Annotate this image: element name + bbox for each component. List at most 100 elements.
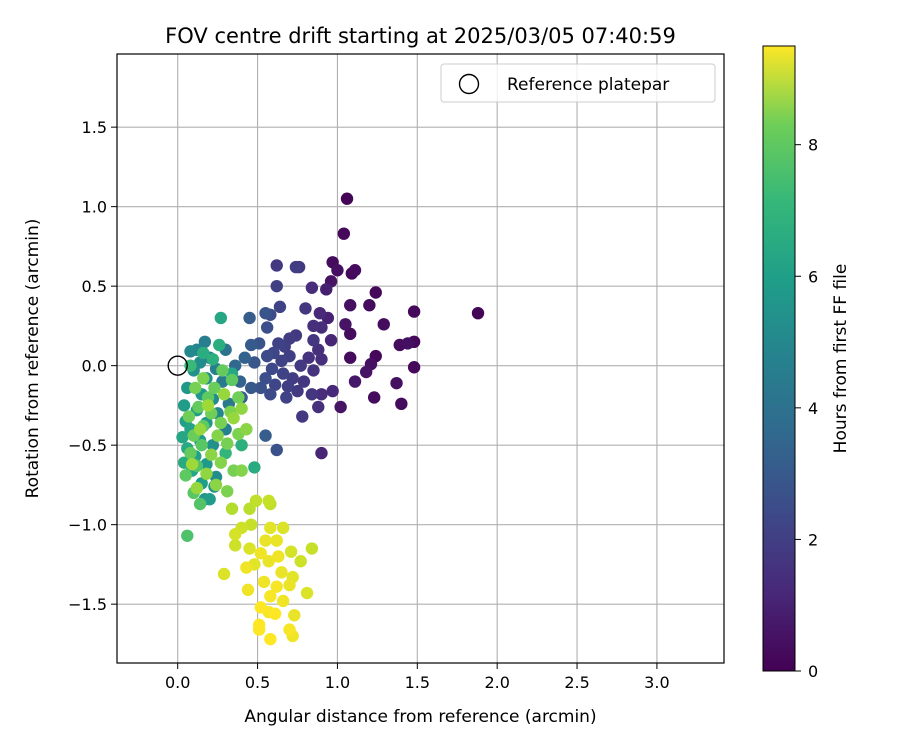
data-point xyxy=(334,400,347,414)
colorbar-tick-label: 2 xyxy=(808,530,818,549)
data-point xyxy=(248,356,261,369)
x-tick-label: 2.5 xyxy=(564,673,589,692)
data-point xyxy=(211,429,224,442)
data-point xyxy=(216,364,229,377)
data-point xyxy=(291,384,304,398)
data-point xyxy=(407,361,421,374)
data-point xyxy=(367,391,381,404)
data-point xyxy=(254,601,267,614)
y-tick-label: −1.5 xyxy=(68,595,107,614)
data-point xyxy=(273,300,287,314)
data-point xyxy=(259,372,272,385)
data-point xyxy=(257,575,271,589)
data-point xyxy=(302,351,315,364)
data-point xyxy=(252,623,266,636)
data-point xyxy=(264,521,277,535)
legend-marker-circle xyxy=(458,73,480,95)
data-point xyxy=(275,354,288,368)
data-point xyxy=(200,467,213,480)
data-point xyxy=(471,306,485,320)
data-point xyxy=(284,545,298,558)
legend-entry-reference-platepar: Reference platepar xyxy=(507,75,669,95)
data-point xyxy=(203,493,216,506)
data-point xyxy=(190,481,204,495)
data-point xyxy=(359,365,373,379)
data-point xyxy=(300,586,314,600)
data-point xyxy=(270,279,283,293)
data-point xyxy=(192,400,205,414)
colorbar-tick-label: 0 xyxy=(808,662,818,681)
data-point xyxy=(193,423,207,436)
data-point xyxy=(238,351,251,364)
data-point xyxy=(217,388,231,401)
x-axis-label: Angular distance from reference (arcmin) xyxy=(244,707,596,727)
x-tick-label: 1.0 xyxy=(325,673,350,692)
data-point xyxy=(348,375,362,388)
data-point xyxy=(294,359,307,372)
data-point xyxy=(189,381,202,395)
data-point xyxy=(235,464,248,477)
data-point xyxy=(221,437,234,450)
data-point xyxy=(305,388,319,401)
data-point xyxy=(201,399,215,412)
data-point xyxy=(213,338,226,352)
data-point xyxy=(296,410,309,423)
data-point xyxy=(320,283,333,296)
data-point xyxy=(280,391,293,404)
y-tick-label: −1.0 xyxy=(68,516,107,535)
data-point xyxy=(244,381,258,395)
data-point xyxy=(407,305,421,318)
data-point xyxy=(182,410,196,423)
y-tick-label: 0.0 xyxy=(82,357,107,376)
y-axis-label: Rotation from reference (arcmin) xyxy=(23,219,43,499)
data-point xyxy=(315,353,328,366)
data-point xyxy=(305,281,319,294)
data-point xyxy=(197,372,210,385)
x-axis-ticks: 0.0 0.5 1.0 1.5 2.0 2.5 3.0 xyxy=(165,663,670,692)
data-point xyxy=(227,411,240,425)
data-point xyxy=(254,381,267,395)
data-point xyxy=(297,375,311,388)
data-point xyxy=(206,353,220,366)
data-point xyxy=(214,311,228,325)
data-point xyxy=(235,438,248,452)
data-point xyxy=(262,555,275,568)
data-point xyxy=(214,456,228,469)
data-point xyxy=(193,497,207,511)
data-point xyxy=(229,528,242,541)
data-point xyxy=(240,561,253,574)
data-point xyxy=(390,376,403,390)
data-point xyxy=(348,264,362,277)
data-point xyxy=(313,306,327,320)
data-point xyxy=(270,259,283,272)
data-point xyxy=(244,518,258,531)
colorbar-tick-label: 4 xyxy=(808,399,818,418)
data-point xyxy=(205,448,218,461)
x-tick-label: 0.0 xyxy=(165,673,190,692)
data-point xyxy=(225,373,239,387)
y-tick-label: −0.5 xyxy=(68,436,107,455)
data-point xyxy=(259,534,272,547)
data-point xyxy=(235,402,248,415)
data-point xyxy=(214,416,228,430)
data-point xyxy=(270,580,283,593)
colorbar xyxy=(762,45,796,672)
data-point xyxy=(197,346,210,360)
data-point xyxy=(307,364,320,377)
data-point xyxy=(243,311,256,325)
data-point xyxy=(184,446,197,460)
data-point xyxy=(240,423,253,436)
data-point xyxy=(283,578,296,592)
data-point xyxy=(209,478,223,492)
data-point xyxy=(177,399,191,412)
data-point xyxy=(243,542,256,555)
data-point xyxy=(254,547,267,560)
data-point xyxy=(401,337,414,350)
data-point xyxy=(232,391,245,404)
data-point xyxy=(395,397,408,411)
data-point xyxy=(340,192,354,205)
data-point xyxy=(305,542,319,555)
data-point xyxy=(268,378,282,391)
data-point xyxy=(307,319,320,333)
data-point xyxy=(248,461,261,474)
